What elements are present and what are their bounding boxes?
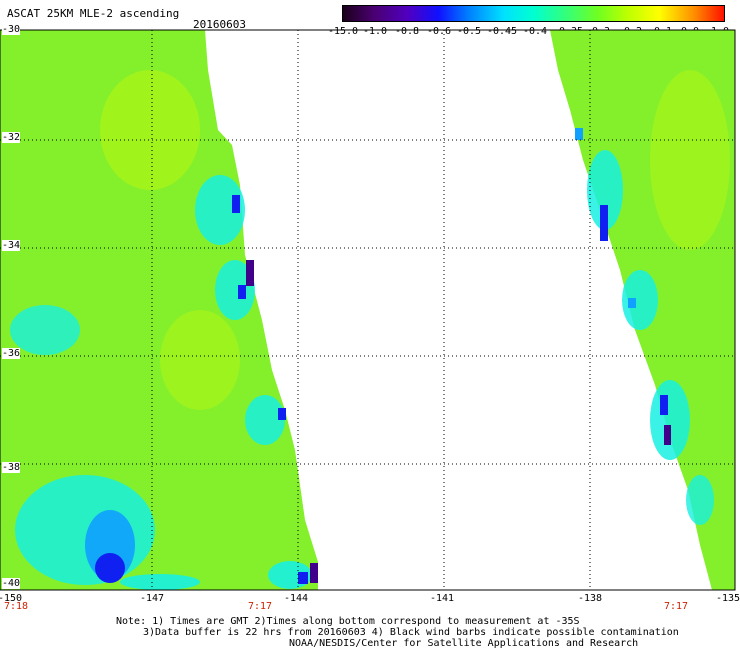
swath-cell xyxy=(664,425,671,445)
swath-time-label: 7:17 xyxy=(247,601,273,612)
lat-label: -40 xyxy=(2,578,21,589)
swath-patch xyxy=(215,260,255,320)
swath-patch xyxy=(686,475,714,525)
lat-label: -36 xyxy=(2,348,21,359)
cb-label: -1.0 xyxy=(362,26,388,37)
cb-label: -0.45 xyxy=(486,26,518,37)
swath-patch xyxy=(15,475,155,585)
swath-cell xyxy=(238,285,246,299)
swath-patch xyxy=(100,70,200,190)
swath-cell xyxy=(600,205,608,241)
cb-label: -0.5 xyxy=(456,26,482,37)
left-swath xyxy=(0,30,318,590)
swath-cell xyxy=(575,128,583,140)
swath-patch xyxy=(195,175,245,245)
swath-time-label: 7:17 xyxy=(663,601,689,612)
swath-patch xyxy=(10,305,80,355)
swath-patch xyxy=(622,270,658,330)
product-date: 20160603 xyxy=(193,18,246,31)
swath-patch xyxy=(95,553,125,583)
swath-cell xyxy=(278,408,286,420)
lat-label: -30 xyxy=(2,24,21,35)
note-line-2: 3)Data buffer is 22 hrs from 20160603 4)… xyxy=(143,627,679,638)
swath-cell xyxy=(246,260,254,286)
lon-label: -150 xyxy=(0,593,23,604)
swath-patch xyxy=(120,574,200,590)
swath-cell xyxy=(660,395,668,415)
lon-label: -138 xyxy=(577,593,603,604)
lat-label: -38 xyxy=(2,462,21,473)
swath-patch xyxy=(650,70,730,250)
color-scale-bar xyxy=(342,5,725,22)
cb-label: -0.4 xyxy=(522,26,548,37)
plot-frame xyxy=(0,29,736,591)
swath-cell xyxy=(628,298,636,308)
note-line-3: NOAA/NESDIS/Center for Satellite Applica… xyxy=(289,638,639,649)
product-title: ASCAT 25KM MLE-2 ascending xyxy=(7,7,180,20)
lat-label: -34 xyxy=(2,240,21,251)
swath-patch xyxy=(587,150,623,230)
lon-label: -144 xyxy=(283,593,309,604)
lon-label: -141 xyxy=(429,593,455,604)
swath-time-label: 7:18 xyxy=(3,601,29,612)
swath-cell xyxy=(298,572,308,584)
cb-label: -15.0 xyxy=(327,26,359,37)
cb-label: -0.8 xyxy=(394,26,420,37)
lat-label: -32 xyxy=(2,132,21,143)
swath-patch xyxy=(650,380,690,460)
note-line-1: Note: 1) Times are GMT 2)Times along bot… xyxy=(116,616,580,627)
lon-label: -135 xyxy=(715,593,740,604)
lon-label: -147 xyxy=(139,593,165,604)
cb-label: -0.6 xyxy=(426,26,452,37)
swath-patch xyxy=(245,395,285,445)
swath-patch xyxy=(160,310,240,410)
swath-cell xyxy=(232,195,240,213)
swath-cell xyxy=(310,563,318,583)
